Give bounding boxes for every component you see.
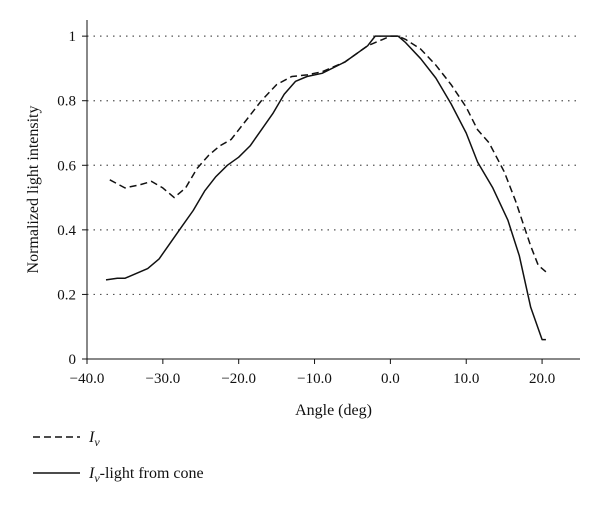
- y-tick-label: 1: [69, 29, 77, 45]
- y-axis-label: Normalized light intensity: [25, 106, 42, 274]
- x-tick-label: −20.0: [221, 371, 256, 387]
- y-tick-label: 0.4: [57, 223, 76, 239]
- y-tick-label: 0.8: [57, 94, 76, 110]
- ticks: 0 0.2 0.4 0.6 0.8 1 −40.0 −30.0 −20.0 −10.0 0.0 10.…: [57, 29, 555, 387]
- x-tick-label: 20.0: [529, 371, 555, 387]
- legend-label: Iv: [88, 429, 100, 449]
- y-tick-label: 0: [69, 352, 77, 368]
- x-tick-label: −10.0: [297, 371, 332, 387]
- x-tick-label: 0.0: [381, 371, 400, 387]
- x-axis-label: Angle (deg): [295, 402, 372, 419]
- gridlines: [87, 35, 580, 296]
- x-tick-label: −40.0: [70, 371, 105, 387]
- x-tick-label: 10.0: [453, 371, 479, 387]
- x-tick-label: −30.0: [145, 371, 180, 387]
- series: [105, 35, 547, 341]
- legend: Iv Iv-light from cone: [33, 429, 204, 485]
- series-line-iv-cone: [105, 35, 546, 341]
- y-tick-label: 0.6: [57, 158, 76, 174]
- axes: [86, 20, 580, 360]
- y-tick-label: 0.2: [57, 287, 76, 303]
- legend-label: Iv-light from cone: [88, 465, 204, 485]
